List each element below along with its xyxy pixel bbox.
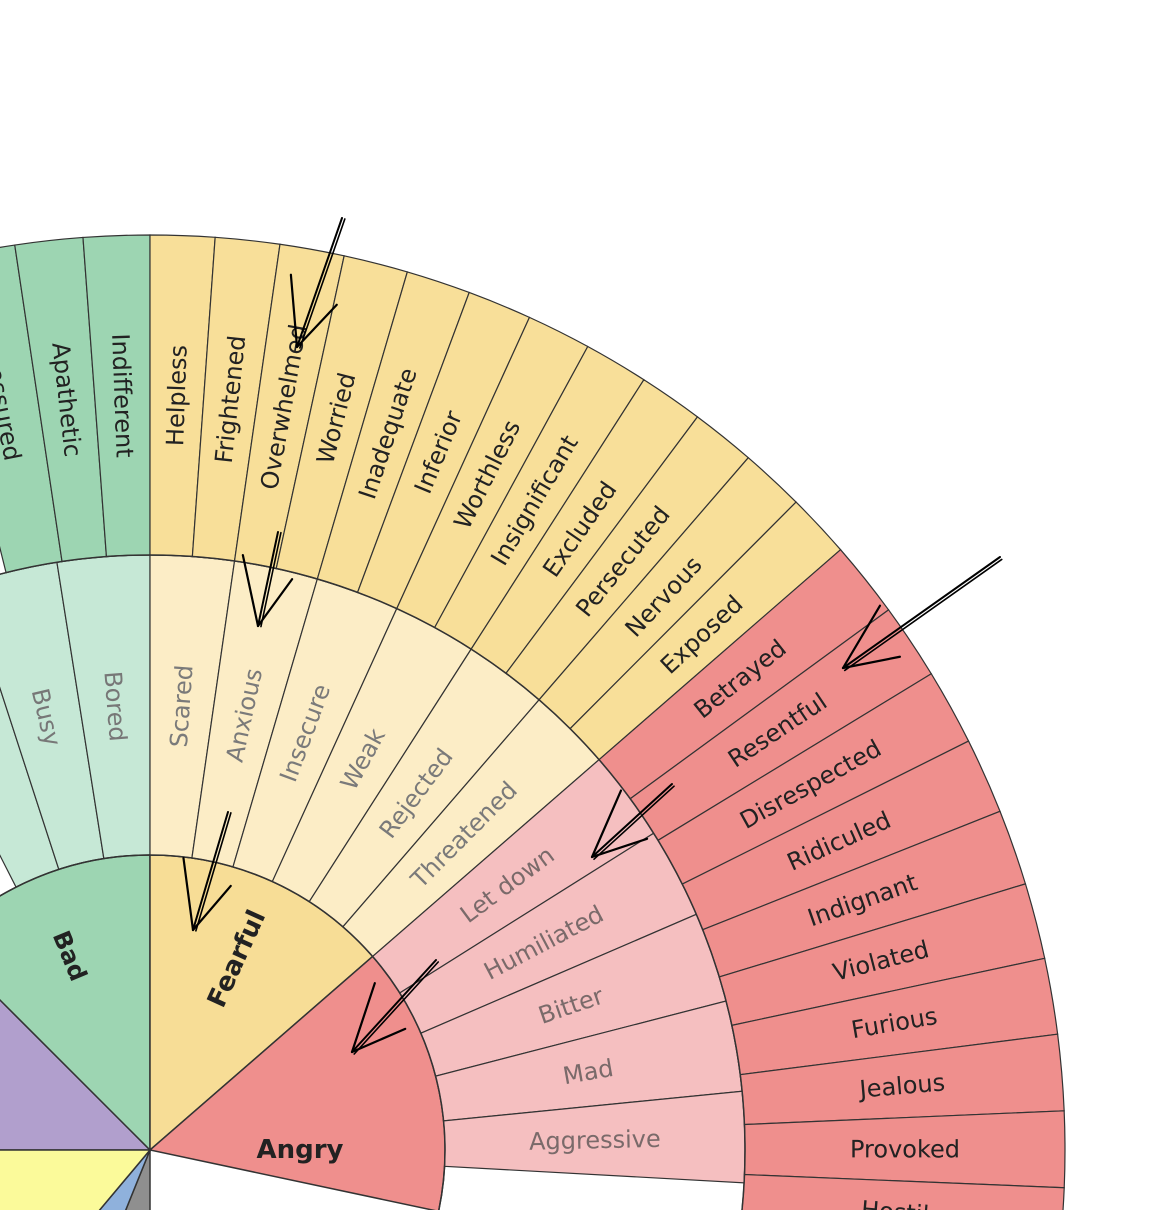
middle-ring-border <box>0 554 746 1210</box>
core-ring-border <box>0 854 446 1210</box>
angry-outer-label-provoked: Provoked <box>850 1135 960 1163</box>
bad-outer-label-indifferent: Indifferent <box>106 333 139 458</box>
angry-middle-label-aggressive: Aggressive <box>529 1125 661 1156</box>
core-sector-blue <box>98 1149 151 1210</box>
core-sector-happy <box>0 1149 152 1210</box>
angry-core-label: Angry <box>256 1135 343 1165</box>
bad-sector-group: dBusyBoredressuredApatheticIndifferent <box>0 234 151 888</box>
core-ring: risedBadpy <box>0 854 152 1210</box>
fearful-outer-label-helpless: Helpless <box>161 344 193 446</box>
overwhelmed-arrow <box>289 217 346 349</box>
let-down-arrow <box>590 783 675 861</box>
fearful-arrow <box>182 811 232 932</box>
angry-arrow <box>350 959 440 1055</box>
anxious-arrow <box>241 531 294 628</box>
annotation-arrows <box>182 217 1003 1055</box>
betrayed-arrow <box>841 556 1003 672</box>
fearful-middle-label-scared: Scared <box>165 664 199 748</box>
bad-middle-label-bored: Bored <box>98 670 131 742</box>
